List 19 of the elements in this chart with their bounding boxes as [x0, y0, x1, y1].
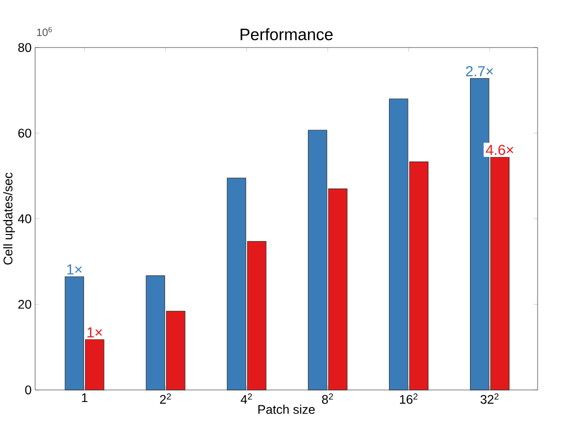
x-tick-label: 32$^{2}$ [480, 393, 499, 404]
y-axis-title: Cell updates/sec [3, 172, 15, 264]
x-tick-label: 16$^{2}$ [400, 393, 418, 404]
y-tick-label: 40 [18, 214, 32, 223]
x-tick-label: 8$^{2}$ [322, 393, 333, 404]
x-tick-label: 1 [82, 393, 88, 402]
x-tick-label: 4$^{2}$ [240, 393, 252, 404]
y-tick-label: 80 [18, 42, 32, 52]
annotation: 2.7× [466, 66, 493, 76]
annotation: 4.6× [486, 144, 514, 155]
chart-title: Performance [240, 28, 333, 40]
y-tick-label: 60 [18, 128, 32, 138]
annotation: 1× [88, 327, 102, 338]
y-tick-label: 20 [18, 300, 32, 309]
text: 10$^{6}$ [37, 26, 52, 36]
y-tick-label: 0 [25, 385, 32, 394]
x-tick-label: 2$^{2}$ [160, 393, 171, 404]
x-axis-title: Patch size [258, 404, 315, 414]
annotation: 1× [67, 264, 82, 274]
